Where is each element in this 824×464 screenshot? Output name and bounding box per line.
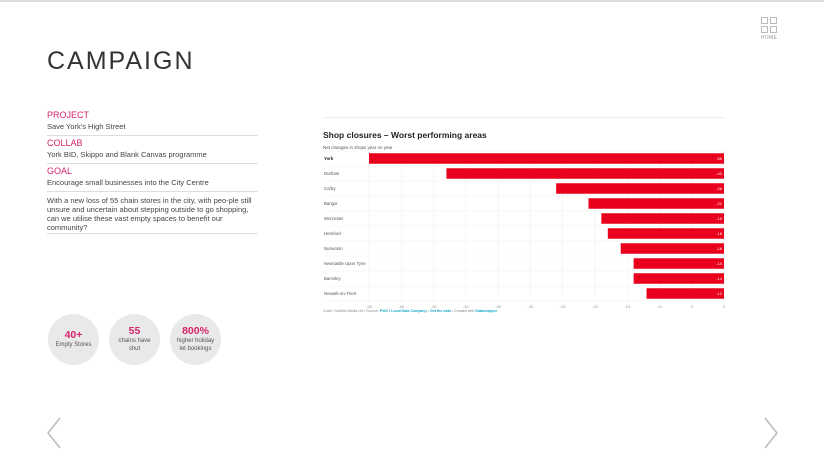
datawrapper-link[interactable]: Datawrapper [475,309,497,313]
bar [601,213,724,224]
chart-container: Shop closures – Worst performing areas N… [323,117,725,150]
stat-caption: Empty Stores [55,342,92,348]
chevron-left-icon [47,417,61,449]
stat-chains-shut: 55 chains have shut [109,314,160,365]
category-label: Nuneaton [324,246,343,251]
x-tick-label: -55 [366,304,373,309]
bar [620,243,724,254]
bar [633,258,724,269]
stat-number: 800% [182,325,209,337]
category-label: Newcastle Upon Tyne [324,261,366,266]
collab-label: COLLAB [47,138,83,148]
campaign-description: With a new loss of 55 chain stores in th… [47,196,258,234]
project-info: PROJECT Save York's High Street COLLAB Y… [47,108,258,234]
chart-footer: Chart: YorkMix Media Ltd • Source: PWC /… [323,309,497,313]
value-label: -21 [716,201,723,206]
grid-icon [755,17,783,33]
bar [369,153,724,164]
stat-number: 55 [128,325,141,337]
stat-holiday-bookings: 800% higher holiday let bookings [170,314,221,365]
footer-sep: • [426,309,430,313]
chart-title: Shop closures – Worst performing areas [323,130,487,140]
category-label: Durham [324,171,340,176]
stat-caption: higher holiday let bookings [176,338,215,352]
bar [588,198,724,209]
project-label: PROJECT [47,110,90,120]
category-label: Corby [324,186,336,191]
prev-slide-button[interactable] [44,415,66,451]
value-label: -14 [716,276,723,281]
value-label: -14 [716,261,723,266]
category-label: York [324,156,334,161]
footer-created: • Created with [450,309,476,313]
bar [556,183,724,194]
x-tick-label: 0 [723,304,726,309]
x-tick-label: -10 [657,304,664,309]
source-link[interactable]: PWC / Local Data Company [379,309,427,313]
footer-prefix: Chart: YorkMix Media Ltd • Source: [323,309,380,313]
value-label: -19 [716,216,723,221]
category-label: Bangor [324,201,338,206]
chart-divider [323,117,725,118]
bar [646,288,724,299]
x-tick-label: -20 [592,304,599,309]
x-tick-label: -40 [463,304,470,309]
value-label: -18 [716,231,723,236]
next-slide-button[interactable] [760,415,782,451]
x-tick-label: -15 [624,304,631,309]
value-label: -16 [716,246,723,251]
value-label: -55 [716,156,723,161]
chart-subtitle: Net changes in shops year on year [323,145,393,150]
x-tick-label: -25 [560,304,567,309]
goal-value: Encourage small businesses into the City… [47,177,258,192]
category-label: Newark-on-Trent [324,291,357,296]
bar [446,168,724,179]
top-border [0,0,824,2]
chevron-right-icon [764,417,778,449]
home-label: HOME [760,35,778,41]
stats-row: 40+ Empty Stores 55 chains have shut 800… [48,314,221,365]
bar [633,273,724,284]
category-label: Hereford [324,231,341,236]
stat-empty-stores: 40+ Empty Stores [48,314,99,365]
value-label: -26 [716,186,723,191]
category-label: Barnsley [324,276,342,281]
project-value: Save York's High Street [47,121,258,136]
home-button[interactable]: HOME [755,17,783,41]
get-data-link[interactable]: Get the data [430,309,451,313]
x-tick-label: -30 [527,304,534,309]
x-tick-label: -45 [431,304,438,309]
value-label: -43 [716,171,723,176]
page-title: CAMPAIGN [47,47,195,75]
stat-caption: chains have shut [118,338,151,352]
x-tick-label: -5 [690,304,694,309]
goal-label: GOAL [47,166,73,176]
stat-number: 40+ [64,329,83,341]
value-label: -12 [716,291,723,296]
collab-value: York BID, Skippo and Blank Canvas progra… [47,149,258,164]
x-tick-label: -35 [495,304,502,309]
category-label: Worcester [324,216,344,221]
bar [607,228,724,239]
x-tick-label: -50 [398,304,405,309]
